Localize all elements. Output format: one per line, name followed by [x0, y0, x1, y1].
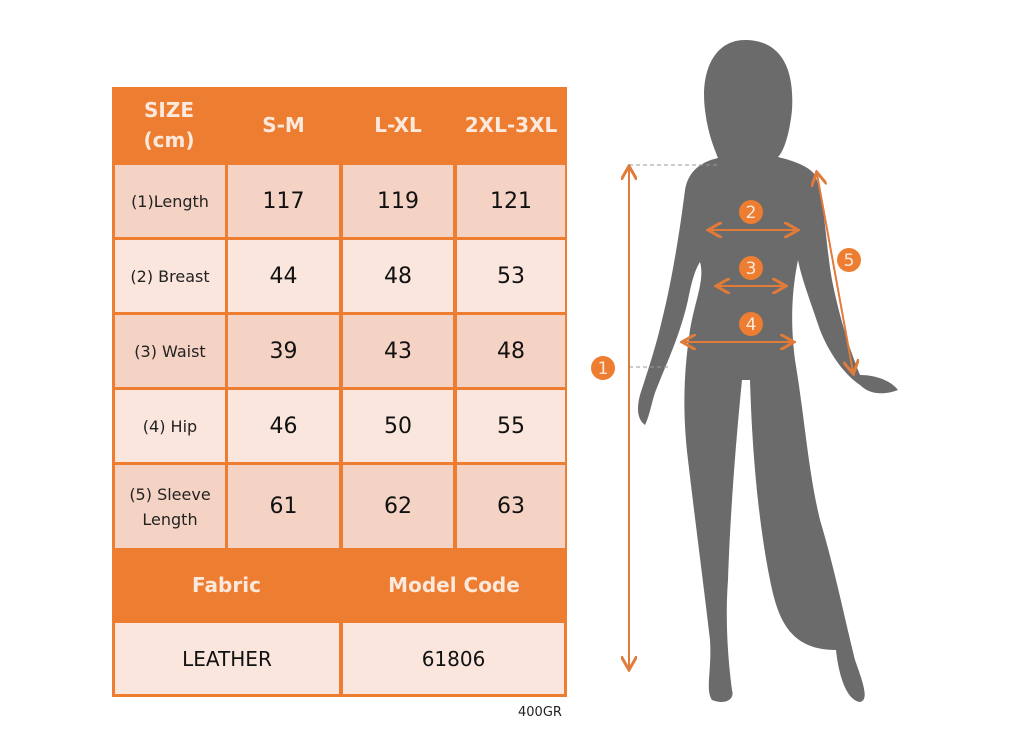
row-label-text: (5) Sleeve [129, 484, 211, 504]
header-2xl-3xl: 2XL-3XL [464, 113, 558, 137]
measurement-cell: 53 [457, 240, 565, 312]
marker-4: 4 [739, 312, 763, 336]
measurement-cell: 48 [457, 315, 565, 387]
measurement-cell: 117 [228, 165, 339, 237]
measurement-cell: 61 [228, 465, 339, 548]
measurement-cell: 48 [343, 240, 453, 312]
measurement-cell: 55 [457, 390, 565, 462]
marker-1: 1 [591, 356, 615, 380]
header-s-m: S-M [262, 113, 305, 137]
body-measurement-figure: 1 2 3 4 5 [591, 40, 898, 702]
row-label: (5) Sleeve Length [115, 465, 225, 548]
row-label: (2) Breast [115, 240, 225, 312]
measurement-cell: 46 [228, 390, 339, 462]
marker-number: 1 [598, 359, 609, 379]
measurement-cell: 50 [343, 390, 453, 462]
measurement-cell: 43 [343, 315, 453, 387]
marker-number: 3 [746, 259, 757, 279]
marker-number: 5 [844, 251, 855, 271]
marker-2: 2 [739, 200, 763, 224]
row-label: (3) Waist [115, 315, 225, 387]
size-chart-table: SIZE (cm) S-M L-XL 2XL-3XL (1)Length 117 1… [112, 87, 567, 697]
measurement-cell: 63 [457, 465, 565, 548]
header-size: SIZE (cm) [112, 87, 226, 163]
fabric-value: LEATHER [115, 623, 339, 694]
measurement-cell: 39 [228, 315, 339, 387]
row-label-text: Length [142, 509, 198, 529]
row-label: (4) Hip [115, 390, 225, 462]
measurement-cell: 44 [228, 240, 339, 312]
row-label-text: (4) Hip [142, 416, 198, 436]
header-size-line1: SIZE [143, 98, 194, 122]
row-label-text: (3) Waist [134, 341, 206, 361]
model-code-header: Model Code [388, 573, 520, 597]
marker-5: 5 [837, 248, 861, 272]
row-label-text: (1)Length [131, 191, 209, 211]
measurement-cell: 119 [343, 165, 453, 237]
length-measure [629, 165, 853, 668]
woman-silhouette [637, 40, 898, 702]
header-l-xl: L-XL [374, 113, 422, 137]
marker-number: 2 [746, 203, 757, 223]
measurement-cell: 121 [457, 165, 565, 237]
fabric-header: Fabric [192, 573, 261, 597]
row-label-text: (2) Breast [130, 266, 210, 286]
measurement-cell: 62 [343, 465, 453, 548]
header-size-line2: (cm) [143, 128, 195, 152]
model-code-value: 61806 [343, 623, 564, 694]
marker-number: 4 [746, 315, 757, 335]
weight-note: 400GR [518, 705, 562, 720]
marker-3: 3 [739, 256, 763, 280]
row-label: (1)Length [115, 165, 225, 237]
